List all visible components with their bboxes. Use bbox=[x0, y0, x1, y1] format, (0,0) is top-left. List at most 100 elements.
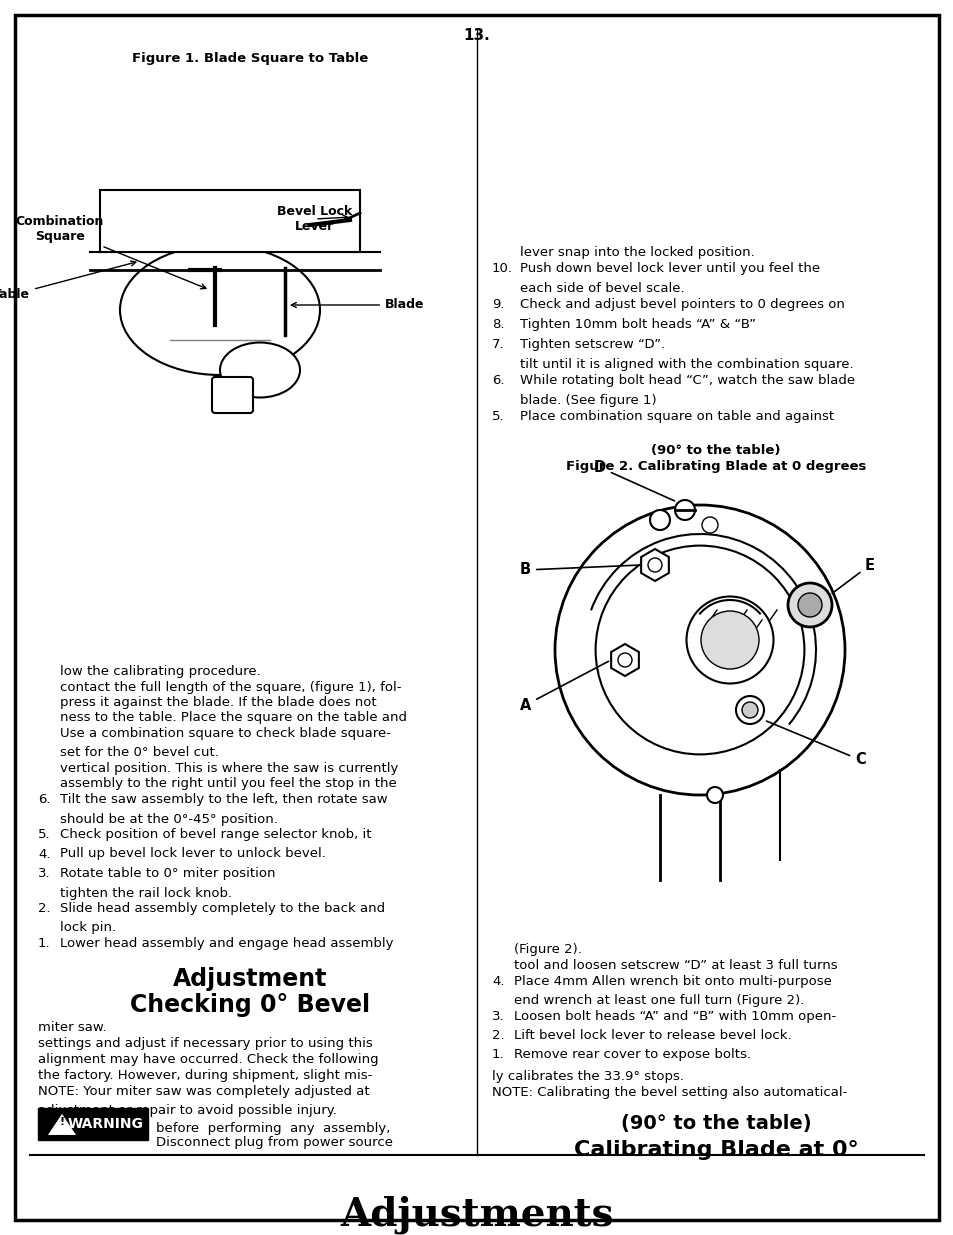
Text: Calibrating Blade at 0°: Calibrating Blade at 0° bbox=[573, 1140, 858, 1160]
Circle shape bbox=[675, 500, 695, 520]
Text: lock pin.: lock pin. bbox=[60, 921, 116, 935]
Text: lever snap into the locked position.: lever snap into the locked position. bbox=[519, 246, 754, 259]
Text: vertical position. This is where the saw is currently: vertical position. This is where the saw… bbox=[60, 762, 398, 776]
Text: (90° to the table): (90° to the table) bbox=[620, 1114, 810, 1132]
Text: 3.: 3. bbox=[492, 1010, 504, 1023]
FancyBboxPatch shape bbox=[15, 15, 938, 1220]
Text: Figure 2. Calibrating Blade at 0 degrees: Figure 2. Calibrating Blade at 0 degrees bbox=[565, 459, 865, 473]
Text: press it against the blade. If the blade does not: press it against the blade. If the blade… bbox=[60, 697, 376, 709]
Text: 5.: 5. bbox=[492, 410, 504, 424]
Circle shape bbox=[618, 653, 631, 667]
Text: 1.: 1. bbox=[492, 1049, 504, 1061]
Text: Place 4mm Allen wrench bit onto multi-purpose: Place 4mm Allen wrench bit onto multi-pu… bbox=[514, 974, 831, 988]
Text: NOTE: Your miter saw was completely adjusted at: NOTE: Your miter saw was completely adju… bbox=[38, 1086, 369, 1098]
Text: low the calibrating procedure.: low the calibrating procedure. bbox=[60, 664, 260, 678]
Text: Tighten 10mm bolt heads “A” & “B”: Tighten 10mm bolt heads “A” & “B” bbox=[519, 317, 756, 331]
Circle shape bbox=[741, 701, 758, 718]
Text: Slide head assembly completely to the back and: Slide head assembly completely to the ba… bbox=[60, 902, 385, 915]
FancyBboxPatch shape bbox=[212, 377, 253, 412]
Text: should be at the 0°-45° position.: should be at the 0°-45° position. bbox=[60, 813, 277, 825]
Text: 2.: 2. bbox=[492, 1029, 504, 1042]
Text: B: B bbox=[519, 562, 638, 578]
Circle shape bbox=[735, 697, 763, 724]
Text: 6.: 6. bbox=[492, 374, 504, 387]
Text: miter saw.: miter saw. bbox=[38, 1021, 107, 1034]
Text: contact the full length of the square, (figure 1), fol-: contact the full length of the square, (… bbox=[60, 680, 401, 694]
Text: Disconnect plug from power source: Disconnect plug from power source bbox=[156, 1136, 393, 1149]
Text: tilt until it is aligned with the combination square.: tilt until it is aligned with the combin… bbox=[519, 358, 853, 370]
Polygon shape bbox=[46, 1112, 78, 1136]
Text: tighten the rail lock knob.: tighten the rail lock knob. bbox=[60, 887, 232, 899]
Text: adjustment or repair to avoid possible injury.: adjustment or repair to avoid possible i… bbox=[38, 1104, 336, 1116]
Circle shape bbox=[595, 546, 803, 755]
Text: Use a combination square to check blade square-: Use a combination square to check blade … bbox=[60, 727, 391, 740]
Text: Tighten setscrew “D”.: Tighten setscrew “D”. bbox=[519, 338, 664, 351]
Text: 5.: 5. bbox=[38, 827, 51, 841]
Text: Place combination square on table and against: Place combination square on table and ag… bbox=[519, 410, 833, 424]
FancyBboxPatch shape bbox=[100, 190, 359, 252]
Text: (90° to the table): (90° to the table) bbox=[651, 445, 780, 457]
Text: (Figure 2).: (Figure 2). bbox=[514, 944, 581, 956]
Text: each side of bevel scale.: each side of bevel scale. bbox=[519, 282, 684, 295]
Text: Bevel Lock
Lever: Bevel Lock Lever bbox=[277, 205, 353, 233]
Text: Check position of bevel range selector knob, it: Check position of bevel range selector k… bbox=[60, 827, 371, 841]
Text: Check and adjust bevel pointers to 0 degrees on: Check and adjust bevel pointers to 0 deg… bbox=[519, 298, 844, 311]
Text: tool and loosen setscrew “D” at least 3 full turns: tool and loosen setscrew “D” at least 3 … bbox=[514, 960, 837, 972]
Circle shape bbox=[700, 611, 759, 669]
Text: alignment may have occurred. Check the following: alignment may have occurred. Check the f… bbox=[38, 1053, 378, 1066]
Text: 4.: 4. bbox=[38, 847, 51, 861]
Circle shape bbox=[787, 583, 831, 627]
Text: Figure 1. Blade Square to Table: Figure 1. Blade Square to Table bbox=[132, 52, 368, 65]
Text: 9.: 9. bbox=[492, 298, 504, 311]
Text: C: C bbox=[766, 721, 864, 767]
Circle shape bbox=[706, 787, 722, 803]
Text: ness to the table. Place the square on the table and: ness to the table. Place the square on t… bbox=[60, 711, 407, 725]
Text: 3.: 3. bbox=[38, 867, 51, 881]
Text: Combination
Square: Combination Square bbox=[16, 215, 206, 289]
Text: WARNING: WARNING bbox=[68, 1116, 144, 1131]
Text: 6.: 6. bbox=[38, 793, 51, 806]
Text: Remove rear cover to expose bolts.: Remove rear cover to expose bolts. bbox=[514, 1049, 750, 1061]
Text: Loosen bolt heads “A” and “B” with 10mm open-: Loosen bolt heads “A” and “B” with 10mm … bbox=[514, 1010, 836, 1023]
Text: Adjustment: Adjustment bbox=[172, 967, 327, 990]
Text: !: ! bbox=[59, 1116, 65, 1128]
Text: end wrench at least one full turn (Figure 2).: end wrench at least one full turn (Figur… bbox=[514, 994, 803, 1007]
Ellipse shape bbox=[220, 342, 299, 398]
Text: set for the 0° bevel cut.: set for the 0° bevel cut. bbox=[60, 746, 218, 760]
Text: D: D bbox=[594, 459, 674, 501]
Text: 7.: 7. bbox=[492, 338, 504, 351]
Text: Rotate table to 0° miter position: Rotate table to 0° miter position bbox=[60, 867, 275, 881]
Text: Push down bevel lock lever until you feel the: Push down bevel lock lever until you fee… bbox=[519, 262, 820, 275]
Polygon shape bbox=[640, 550, 668, 580]
Text: 4.: 4. bbox=[492, 974, 504, 988]
Circle shape bbox=[647, 558, 661, 572]
Text: A: A bbox=[519, 661, 608, 713]
Circle shape bbox=[686, 597, 773, 683]
Text: Table: Table bbox=[0, 261, 135, 301]
Text: assembly to the right until you feel the stop in the: assembly to the right until you feel the… bbox=[60, 778, 396, 790]
Text: 8.: 8. bbox=[492, 317, 504, 331]
Text: ly calibrates the 33.9° stops.: ly calibrates the 33.9° stops. bbox=[492, 1070, 683, 1083]
Text: the factory. However, during shipment, slight mis-: the factory. However, during shipment, s… bbox=[38, 1070, 372, 1082]
Text: 1.: 1. bbox=[38, 937, 51, 950]
Circle shape bbox=[555, 505, 844, 795]
Text: blade. (See figure 1): blade. (See figure 1) bbox=[519, 394, 656, 408]
Text: Checking 0° Bevel: Checking 0° Bevel bbox=[130, 993, 370, 1016]
Text: before  performing  any  assembly,: before performing any assembly, bbox=[156, 1123, 390, 1135]
Circle shape bbox=[797, 593, 821, 618]
Text: 13.: 13. bbox=[463, 27, 490, 42]
Text: NOTE: Calibrating the bevel setting also automatical-: NOTE: Calibrating the bevel setting also… bbox=[492, 1086, 846, 1099]
Ellipse shape bbox=[120, 245, 319, 375]
Circle shape bbox=[701, 517, 718, 534]
Text: Blade: Blade bbox=[291, 299, 424, 311]
Text: While rotating bolt head “C”, watch the saw blade: While rotating bolt head “C”, watch the … bbox=[519, 374, 854, 387]
Text: Lower head assembly and engage head assembly: Lower head assembly and engage head asse… bbox=[60, 937, 393, 950]
Text: E: E bbox=[831, 557, 874, 593]
FancyBboxPatch shape bbox=[38, 1108, 148, 1140]
Circle shape bbox=[649, 510, 669, 530]
Text: Pull up bevel lock lever to unlock bevel.: Pull up bevel lock lever to unlock bevel… bbox=[60, 847, 326, 861]
Text: Adjustments: Adjustments bbox=[340, 1195, 613, 1234]
Text: Tilt the saw assembly to the left, then rotate saw: Tilt the saw assembly to the left, then … bbox=[60, 793, 387, 806]
Text: settings and adjust if necessary prior to using this: settings and adjust if necessary prior t… bbox=[38, 1037, 373, 1050]
Text: 10.: 10. bbox=[492, 262, 513, 275]
